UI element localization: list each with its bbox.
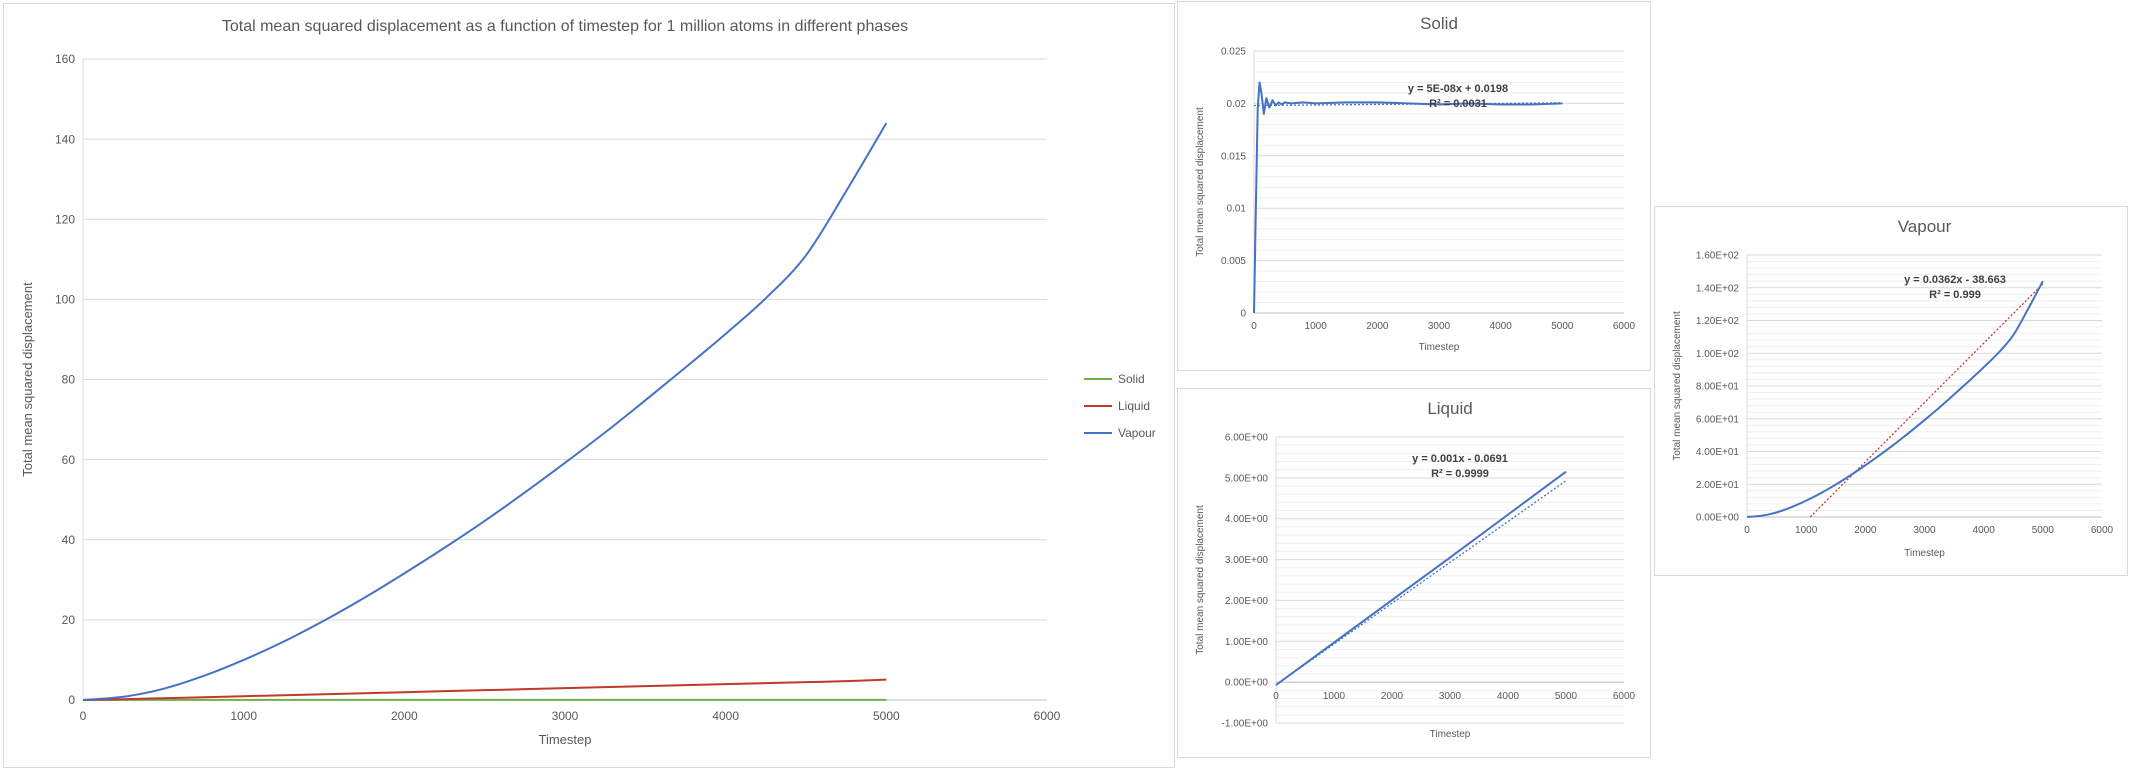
vapour-x-tick-label: 4000 bbox=[1973, 525, 1996, 536]
main-x-tick-label: 0 bbox=[80, 709, 87, 723]
liquid-y-tick-label: 2.00E+00 bbox=[1225, 596, 1269, 607]
solid-chart-svg: Solid 0 0.005 0.01 0.015 0.02 0.025 0 1000 2000 30… bbox=[1195, 14, 1636, 353]
liquid-chart-title: Liquid bbox=[1427, 399, 1472, 418]
solid-x-tick-label: 6000 bbox=[1613, 321, 1636, 332]
liquid-trendline bbox=[1275, 480, 1567, 686]
solid-y-tick-label: 0.015 bbox=[1221, 151, 1246, 162]
main-series-liquid-line bbox=[82, 678, 887, 701]
liquid-y-tick-label: 4.00E+00 bbox=[1225, 514, 1269, 525]
solid-chart-panel: Solid 0 0.005 0.01 0.015 0.02 0.025 0 1000 2000 30… bbox=[1177, 1, 1651, 371]
vapour-y-tick-label: 2.00E+01 bbox=[1696, 480, 1740, 491]
main-chart-panel: Total mean squared displacement as a fun… bbox=[3, 3, 1175, 768]
liquid-x-tick-label: 5000 bbox=[1555, 691, 1578, 702]
main-y-tick-label: 140 bbox=[55, 132, 75, 146]
solid-y-tick-label: 0.005 bbox=[1221, 256, 1246, 267]
liquid-x-tick-label: 1000 bbox=[1323, 691, 1346, 702]
main-chart-svg: Total mean squared displacement as a fun… bbox=[20, 18, 1156, 747]
main-y-tick-label: 120 bbox=[55, 212, 75, 226]
solid-x-tick-label: 3000 bbox=[1428, 321, 1451, 332]
solid-y-tick-label: 0.025 bbox=[1221, 47, 1246, 58]
solid-trendline bbox=[1253, 102, 1563, 107]
vapour-y-tick-label: 8.00E+01 bbox=[1696, 382, 1740, 393]
main-series-vapour-line bbox=[82, 122, 888, 701]
liquid-x-tick-label: 2000 bbox=[1381, 691, 1404, 702]
main-y-tick-label: 0 bbox=[68, 693, 75, 707]
solid-series-data-line bbox=[1253, 81, 1563, 314]
solid-trendline-equation: y = 5E-08x + 0.0198 bbox=[1408, 83, 1508, 95]
main-x-axis-label: Timestep bbox=[539, 732, 592, 747]
vapour-x-tick-label: 0 bbox=[1744, 525, 1750, 536]
liquid-series-data-line bbox=[1275, 470, 1567, 686]
main-x-tick-label: 6000 bbox=[1034, 709, 1061, 723]
vapour-chart-title: Vapour bbox=[1898, 217, 1952, 236]
main-x-tick-label: 5000 bbox=[873, 709, 900, 723]
vapour-chart-svg: Vapour 0.00E+00 2.00E+01 4.00E+01 6.00E+01 8.… bbox=[1672, 217, 2114, 559]
vapour-x-tick-label: 3000 bbox=[1913, 525, 1936, 536]
solid-y-tick-label: 0.01 bbox=[1227, 204, 1247, 215]
solid-x-tick-label: 5000 bbox=[1551, 321, 1574, 332]
main-x-tick-label: 3000 bbox=[552, 709, 579, 723]
legend-label-vapour: Vapour bbox=[1118, 426, 1156, 440]
vapour-trendline bbox=[1809, 283, 2044, 518]
legend-label-liquid: Liquid bbox=[1118, 399, 1150, 413]
liquid-chart-panel: Liquid -1.00E+00 0.00E+00 1.00E+00 2.00E+00 3… bbox=[1177, 388, 1651, 758]
liquid-x-tick-label: 3000 bbox=[1439, 691, 1462, 702]
main-x-tick-label: 2000 bbox=[391, 709, 418, 723]
liquid-x-tick-label: 0 bbox=[1273, 691, 1279, 702]
liquid-x-tick-label: 4000 bbox=[1497, 691, 1520, 702]
main-y-tick-label: 20 bbox=[62, 613, 76, 627]
liquid-y-tick-label: 6.00E+00 bbox=[1225, 433, 1269, 444]
vapour-x-tick-label: 6000 bbox=[2091, 525, 2114, 536]
solid-y-axis-label: Total mean squared displacement bbox=[1195, 107, 1206, 257]
liquid-y-tick-label: 3.00E+00 bbox=[1225, 555, 1269, 566]
solid-x-tick-label: 1000 bbox=[1305, 321, 1328, 332]
liquid-x-tick-label: 6000 bbox=[1613, 691, 1636, 702]
main-y-tick-label: 160 bbox=[55, 52, 75, 66]
solid-y-tick-label: 0 bbox=[1240, 309, 1246, 320]
liquid-trendline-r2: R² = 0.9999 bbox=[1431, 468, 1489, 480]
vapour-y-tick-label: 1.20E+02 bbox=[1696, 316, 1740, 327]
main-x-tick-label: 1000 bbox=[230, 709, 257, 723]
vapour-x-tick-label: 5000 bbox=[2032, 525, 2055, 536]
vapour-y-tick-label: 1.40E+02 bbox=[1696, 283, 1740, 294]
solid-x-axis-label: Timestep bbox=[1419, 342, 1460, 353]
main-y-tick-label: 60 bbox=[62, 453, 76, 467]
main-chart-title: Total mean squared displacement as a fun… bbox=[222, 18, 908, 35]
liquid-x-axis-label: Timestep bbox=[1430, 729, 1471, 740]
liquid-chart-svg: Liquid -1.00E+00 0.00E+00 1.00E+00 2.00E+00 3… bbox=[1195, 399, 1636, 740]
liquid-y-tick-label: -1.00E+00 bbox=[1222, 719, 1269, 730]
main-y-tick-label: 80 bbox=[62, 373, 76, 387]
vapour-trendline-r2: R² = 0.999 bbox=[1929, 289, 1981, 301]
solid-x-tick-label: 2000 bbox=[1366, 321, 1389, 332]
main-y-tick-label: 100 bbox=[55, 293, 75, 307]
main-y-tick-label: 40 bbox=[62, 533, 76, 547]
solid-chart-title: Solid bbox=[1420, 14, 1458, 33]
vapour-y-tick-label: 6.00E+01 bbox=[1696, 414, 1740, 425]
vapour-series-data-line bbox=[1746, 280, 2044, 518]
vapour-y-tick-label: 1.00E+02 bbox=[1696, 349, 1740, 360]
liquid-y-tick-label: 1.00E+00 bbox=[1225, 637, 1269, 648]
legend-label-solid: Solid bbox=[1118, 372, 1145, 386]
main-x-tick-label: 4000 bbox=[712, 709, 739, 723]
solid-y-tick-label: 0.02 bbox=[1227, 99, 1247, 110]
vapour-x-axis-label: Timestep bbox=[1904, 548, 1945, 559]
vapour-y-axis-label: Total mean squared displacement bbox=[1672, 311, 1683, 461]
solid-trendline-r2: R² = 0.0031 bbox=[1429, 98, 1487, 110]
liquid-y-axis-label: Total mean squared displacement bbox=[1195, 505, 1206, 655]
solid-x-tick-label: 0 bbox=[1251, 321, 1257, 332]
vapour-y-tick-label: 1.60E+02 bbox=[1696, 251, 1740, 262]
vapour-chart-panel: Vapour 0.00E+00 2.00E+01 4.00E+01 6.00E+01 8.… bbox=[1654, 206, 2128, 576]
vapour-trendline-equation: y = 0.0362x - 38.663 bbox=[1904, 274, 2006, 286]
main-y-axis-label: Total mean squared displacement bbox=[20, 282, 35, 477]
liquid-y-tick-label: 0.00E+00 bbox=[1225, 678, 1269, 689]
liquid-y-tick-label: 5.00E+00 bbox=[1225, 473, 1269, 484]
solid-x-tick-label: 4000 bbox=[1490, 321, 1513, 332]
vapour-y-tick-label: 4.00E+01 bbox=[1696, 447, 1740, 458]
vapour-x-tick-label: 2000 bbox=[1854, 525, 1877, 536]
liquid-trendline-equation: y = 0.001x - 0.0691 bbox=[1412, 453, 1508, 465]
vapour-y-tick-label: 0.00E+00 bbox=[1696, 513, 1740, 524]
vapour-x-tick-label: 1000 bbox=[1795, 525, 1818, 536]
